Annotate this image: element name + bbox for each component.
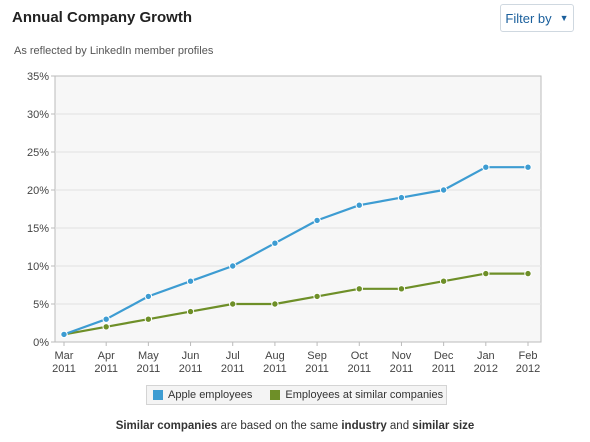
y-tick-label: 30% (27, 109, 49, 121)
data-point-0 (60, 330, 68, 339)
data-point-0 (355, 201, 363, 209)
legend-label-apple: Apple employees (168, 389, 253, 401)
legend-label-similar: Employees at similar companies (285, 389, 444, 401)
data-point-0 (144, 292, 153, 301)
x-tick-label-month: Aug (265, 350, 285, 362)
x-tick-label-month: Jan (477, 350, 495, 362)
data-point-1 (313, 292, 321, 301)
data-point-0 (439, 186, 448, 194)
x-tick-label-year: 2011 (137, 363, 161, 375)
data-point-1 (186, 307, 195, 316)
footnote-industry: industry (341, 420, 387, 432)
y-tick-label: 15% (27, 223, 49, 235)
data-point-0 (186, 277, 195, 285)
series-line-0 (63, 166, 528, 336)
x-tick-label-year: 2011 (432, 363, 456, 375)
x-tick-label-year: 2011 (390, 363, 414, 375)
legend-swatch-apple (153, 390, 163, 400)
chart-title: Annual Company Growth (12, 9, 192, 26)
y-tick-label: 5% (33, 299, 49, 311)
data-point-0 (397, 193, 406, 202)
y-tick-label: 20% (27, 185, 49, 197)
footnote: Similar companies are based on the same … (0, 420, 590, 432)
x-tick-label-year: 2011 (263, 363, 287, 375)
x-tick-label-month: Dec (434, 350, 454, 362)
x-tick-label-year: 2012 (474, 363, 498, 375)
x-tick-label-month: Oct (351, 350, 368, 362)
data-point-0 (102, 315, 110, 323)
x-tick-label-month: May (138, 350, 159, 362)
legend-item-similar[interactable]: Employees at similar companies (270, 389, 443, 401)
y-tick-label: 25% (27, 147, 49, 159)
y-tick-label: 0% (33, 337, 49, 349)
data-point-0 (271, 239, 279, 247)
x-tick-label-year: 2011 (52, 363, 76, 375)
y-tick-label: 35% (27, 71, 49, 83)
data-point-1 (229, 300, 237, 308)
x-tick-label-year: 2011 (221, 363, 245, 375)
x-tick-label-year: 2012 (516, 363, 540, 375)
x-tick-label-year: 2011 (347, 363, 371, 375)
data-point-0 (229, 262, 237, 270)
x-tick-label-month: Jul (226, 350, 240, 362)
footnote-text-2: and (386, 420, 413, 432)
x-tick-label-month: Nov (392, 350, 412, 362)
data-point-1 (439, 277, 448, 285)
x-tick-label-month: Sep (307, 350, 327, 362)
filter-by-button[interactable]: Filter by ▼ (500, 4, 574, 32)
data-point-0 (313, 216, 321, 225)
x-tick-label-year: 2011 (94, 363, 118, 375)
legend-item-apple[interactable]: Apple employees (153, 389, 252, 401)
footnote-text-1: are based on the same (217, 420, 342, 432)
data-point-0 (482, 163, 490, 171)
plot-area (54, 75, 542, 343)
chart-subtitle: As reflected by LinkedIn member profiles (14, 45, 214, 57)
data-point-1 (482, 269, 490, 278)
data-point-0 (524, 163, 532, 171)
x-tick-label-month: Jun (182, 350, 200, 362)
x-tick-label-year: 2011 (179, 363, 203, 375)
chart-legend: Apple employees Employees at similar com… (146, 385, 447, 405)
series-line-1 (63, 272, 528, 336)
chevron-down-icon: ▼ (559, 13, 569, 23)
filter-by-label: Filter by (505, 10, 552, 26)
x-tick-label-month: Apr (98, 350, 115, 362)
data-point-1 (397, 285, 406, 293)
y-tick-label: 10% (27, 261, 49, 273)
x-tick-label-month: Mar (55, 350, 74, 362)
legend-swatch-similar (270, 390, 281, 400)
data-point-1 (524, 269, 532, 278)
x-tick-label-month: Feb (519, 350, 538, 362)
footnote-similar-companies: Similar companies (115, 420, 218, 432)
data-point-1 (355, 285, 363, 293)
x-tick-label-year: 2011 (305, 363, 329, 375)
data-point-1 (271, 300, 279, 308)
data-point-1 (144, 315, 153, 323)
data-point-1 (102, 323, 110, 331)
footnote-similar-size: similar size (412, 420, 475, 432)
